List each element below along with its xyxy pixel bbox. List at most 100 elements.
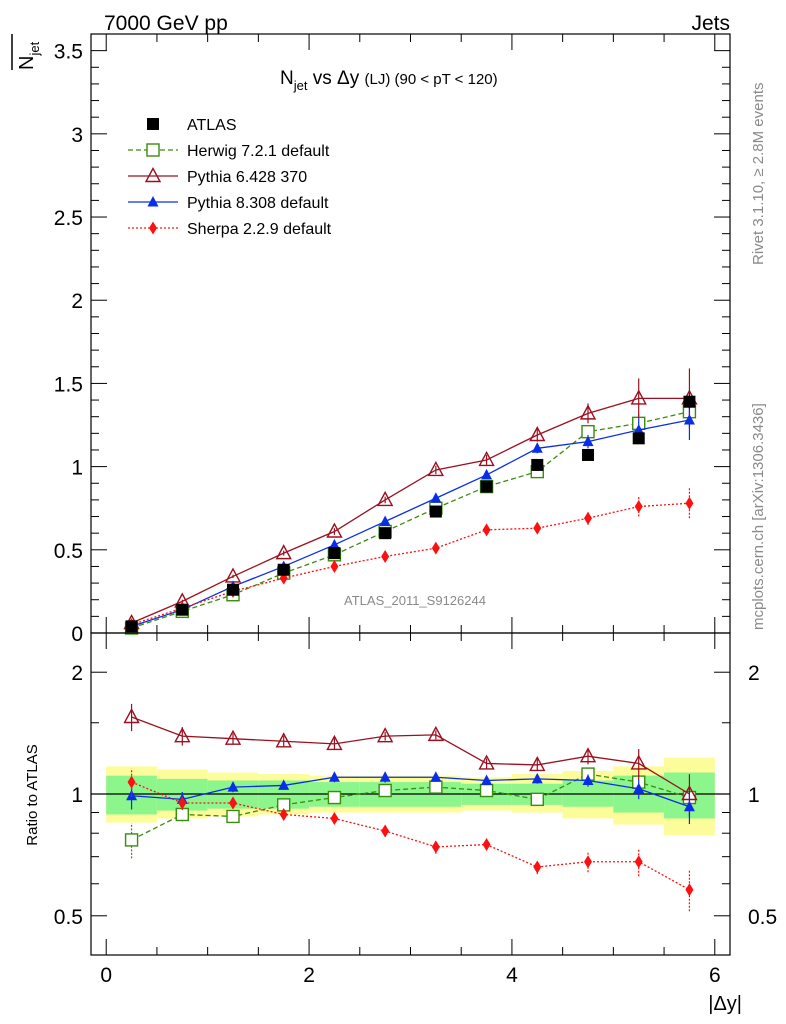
main-point-pythia8 [481,468,493,480]
main-ylabel: Njet [16,41,42,70]
ratio-point-pythia6 [478,754,495,770]
ratio-point-sherpa [482,838,491,852]
xtick-label: 4 [506,964,518,987]
ratio-point-sherpa [685,883,694,897]
ratio-point-sherpa [279,807,288,821]
xtick-label: 6 [709,964,721,987]
ratio-point-pythia8 [481,774,493,785]
main-point-atlas [429,505,442,518]
ratio-line-pythia8 [131,776,690,808]
ratio-ytick-label-right: 2 [748,662,760,685]
ratio-point-herwig [175,807,189,822]
main-point-sherpa [381,549,390,563]
main-point-pythia8 [633,424,645,435]
ratio-ytick-label-right: 1 [748,784,760,807]
legend-label-pythia8: Pythia 8.308 default [187,195,329,212]
legend-marker-pythia6 [144,167,162,183]
legend-marker-atlas [147,118,159,130]
main-point-atlas [582,448,594,461]
main-point-atlas [379,527,392,540]
ratio-point-pythia8 [582,774,594,785]
ratio-ytick-label: 0.5 [54,906,83,929]
main-point-pythia6 [326,522,343,538]
ratio-point-pythia6 [427,725,445,742]
ratio-point-pythia6 [579,747,597,763]
ratio-ytick-label: 1 [71,784,83,807]
ratio-point-herwig [530,792,544,807]
ratio-point-sherpa [533,860,542,874]
plot-title: Njet vs Δy (LJ) (90 < pT < 120) [280,68,498,93]
main-point-sherpa [533,521,542,535]
main-point-pythia6 [630,389,647,405]
ratio-series [123,703,698,912]
ratio-line-herwig [131,773,690,841]
ratio-point-pythia6 [123,708,140,724]
main-ytick-label: 3.5 [54,41,83,64]
ratio-point-pythia6 [326,734,343,751]
ratio-point-sherpa [634,855,643,869]
analysis-watermark: ATLAS_2011_S9126244 [344,593,486,608]
legend-marker-pythia8 [147,196,159,207]
main-point-pythia8 [582,435,594,447]
main-point-sherpa [330,559,339,573]
main-ytick-label: 2.5 [54,207,83,230]
main-point-atlas [176,603,189,616]
ratio-ytick-label: 2 [71,662,83,685]
ratio-point-herwig [124,833,139,847]
ratio-point-pythia6 [376,727,394,743]
ratio-point-sherpa [584,855,592,869]
legend: ATLAS Herwig 7.2.1 default Pythia 6.428 37… [128,117,332,238]
ratio-line-sherpa [131,781,690,891]
ratio-point-herwig [226,809,240,824]
main-ytick-label: 0.5 [54,540,83,563]
ratio-point-sherpa [330,811,339,825]
main-point-pythia8 [430,492,442,503]
legend-entry-atlas: ATLAS [147,117,237,134]
main-point-pythia6 [478,450,495,467]
ratio-point-pythia8 [328,771,340,782]
main-point-pythia8 [379,515,391,527]
ratio-point-pythia8 [633,782,645,794]
ratio-line-pythia6 [131,716,690,795]
main-point-atlas [632,432,645,445]
main-series [123,368,698,635]
ratio-point-sherpa [127,775,136,789]
ratio-point-herwig [378,783,392,798]
ratio-point-pythia8 [430,771,442,782]
ratio-point-sherpa [381,824,390,838]
ratio-point-pythia8 [379,771,391,782]
ratio-point-pythia6 [529,755,546,772]
ratio-frame [90,632,731,956]
main-point-pythia6 [529,426,546,442]
legend-entry-pythia6: Pythia 6.428 370 [128,167,307,186]
main-point-atlas [480,480,493,493]
legend-marker-sherpa [149,221,157,235]
ratio-ytick-label-right: 0.5 [748,906,777,929]
ratio-point-sherpa [431,840,440,854]
main-ytick-label: 1.5 [54,373,83,396]
main-point-sherpa [431,541,440,555]
main-point-atlas [683,395,696,408]
main-line-sherpa [131,502,690,626]
main-point-sherpa [482,523,491,537]
ratio-point-herwig [479,783,494,798]
header-left: 7000 GeV pp [104,12,228,35]
main-point-pythia8 [531,442,543,453]
main-point-pythia6 [579,404,597,420]
legend-label-atlas: ATLAS [187,117,237,134]
main-point-pythia6 [275,544,292,560]
legend-entry-pythia8: Pythia 8.308 default [128,195,329,212]
main-ytick-label: 3 [71,124,83,147]
main-point-atlas [531,458,544,471]
header-right: Jets [691,12,730,35]
legend-marker-herwig [146,143,160,157]
ratio-point-herwig [327,790,342,805]
main-point-pythia8 [683,414,695,425]
main-point-pythia6 [376,490,394,507]
svg-text:Njet: Njet [16,41,42,70]
main-point-pythia6 [427,460,445,477]
ratio-point-pythia8 [227,781,239,792]
ratio-point-pythia6 [224,729,242,745]
xlabel: |Δy| [708,993,742,1015]
